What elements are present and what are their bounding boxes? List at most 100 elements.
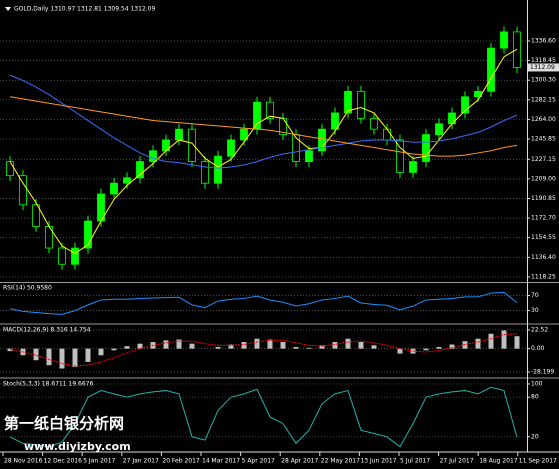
candle-body — [435, 123, 443, 135]
macd-bar — [306, 347, 312, 349]
y-tick-label: 1118.25 — [531, 273, 556, 280]
indicator-line — [9, 291, 518, 315]
candle-body — [344, 90, 352, 114]
y-tick-label: 1190.85 — [531, 195, 556, 202]
y-tick-label: 70 — [531, 292, 539, 299]
macd-bar — [124, 346, 130, 349]
y-tick-label: 1318.45 — [531, 57, 556, 64]
y-tick-label: 1245.85 — [531, 136, 556, 143]
candle-body — [461, 96, 469, 114]
panel-title: MACD(12,26,9) 8.316 14.754 — [3, 327, 91, 334]
watermark-title: 第一纸白银分析网 — [4, 415, 124, 433]
macd-bar — [488, 333, 494, 349]
candle-body — [487, 47, 495, 92]
y-tick-label: 0.00 — [531, 345, 545, 352]
macd-bar — [163, 340, 169, 349]
candle-body — [253, 101, 261, 130]
candle-body — [149, 150, 157, 162]
candle-body — [292, 134, 300, 162]
y-tick-label: 100 — [531, 380, 543, 387]
macd-bar — [332, 342, 338, 349]
macd-bar — [423, 348, 429, 351]
x-tick-label: 18 Aug 2017 — [479, 458, 518, 465]
panel-title: GOLD,Daily 1310.97 1312.81 1309.54 1312.… — [14, 6, 155, 13]
candle-body — [409, 161, 417, 173]
macd-bar — [98, 348, 104, 356]
y-tick-label: 80 — [531, 394, 539, 401]
x-tick-label: 27 Jan 2017 — [123, 458, 159, 465]
macd-bar — [397, 348, 403, 354]
x-tick-label: 28 Nov 2016 — [4, 458, 43, 465]
candle-body — [6, 161, 14, 177]
macd-bar — [358, 342, 364, 349]
y-tick-label: 30 — [531, 307, 539, 314]
moving-average — [9, 96, 518, 157]
x-tick-label: 11 Sep 2017 — [519, 458, 557, 465]
y-tick-label: 1227.15 — [531, 156, 556, 163]
y-tick-label: 1282.15 — [531, 96, 556, 103]
macd-bar — [176, 339, 182, 349]
macd-bar — [345, 338, 351, 349]
macd-bar — [293, 346, 299, 349]
macd-bar — [514, 336, 520, 349]
y-tick-label: 22.52 — [531, 326, 548, 333]
y-tick-label: 1154.55 — [531, 234, 556, 241]
macd-bar — [72, 348, 78, 367]
candle-body — [136, 161, 144, 179]
menu-icon[interactable] — [5, 7, 11, 11]
y-tick-label: 1136.40 — [531, 254, 556, 261]
candle-body — [422, 134, 430, 162]
macd-bar — [33, 348, 39, 361]
x-tick-label: 14 Mar 2017 — [202, 458, 240, 465]
candle-body — [201, 161, 209, 184]
macd-bar — [475, 338, 481, 349]
candle-body — [448, 112, 456, 125]
candle-body — [123, 177, 131, 184]
x-tick-label: 5 Jan 2017 — [83, 458, 115, 465]
macd-bar — [46, 348, 52, 366]
last-price-box — [528, 63, 559, 72]
x-tick-label: 5 Apr 2017 — [242, 458, 275, 465]
macd-bar — [137, 343, 143, 349]
x-tick-label: 27 Jul 2017 — [440, 458, 474, 465]
candle-body — [240, 128, 248, 141]
candle-body — [32, 204, 40, 227]
macd-bar — [241, 342, 247, 349]
candle-body — [71, 247, 79, 265]
candle-body — [58, 247, 66, 265]
macd-bar — [59, 348, 65, 369]
moving-average — [9, 74, 518, 169]
candle-body — [331, 112, 339, 130]
macd-bar — [189, 343, 195, 349]
candle-body — [357, 90, 365, 119]
candle-body — [500, 31, 508, 49]
candle-body — [383, 128, 391, 141]
watermark-url: www.diyizby.com — [24, 440, 131, 453]
candle-body — [396, 139, 404, 173]
macd-bar — [436, 346, 442, 349]
candle-body — [175, 128, 183, 141]
candle-body — [266, 101, 274, 119]
panel-title: Stoch(5,3,3) 18.6711 19.6676 — [3, 381, 94, 388]
panel-title: RSI(14) 50.9580 — [3, 285, 52, 292]
y-tick-label: 1172.70 — [531, 215, 556, 222]
macd-bar — [449, 344, 455, 349]
macd-bar — [254, 338, 260, 349]
x-tick-label: 28 Apr 2017 — [281, 458, 318, 465]
candle-body — [214, 155, 222, 184]
macd-bar — [267, 339, 273, 349]
x-tick-label: 20 Feb 2017 — [162, 458, 200, 465]
candle-body — [110, 182, 118, 195]
last-price: 1312.09 — [530, 64, 555, 71]
y-tick-label: 1336.60 — [531, 37, 556, 44]
y-tick-label: 1300.30 — [531, 77, 556, 84]
x-tick-label: 5 Jul 2017 — [400, 458, 430, 465]
candle-body — [227, 139, 235, 157]
candle-body — [19, 175, 27, 206]
candle-body — [188, 128, 196, 162]
y-tick-label: 20 — [531, 433, 539, 440]
candle-body — [84, 220, 92, 249]
x-tick-label: 22 May 2017 — [321, 458, 360, 465]
